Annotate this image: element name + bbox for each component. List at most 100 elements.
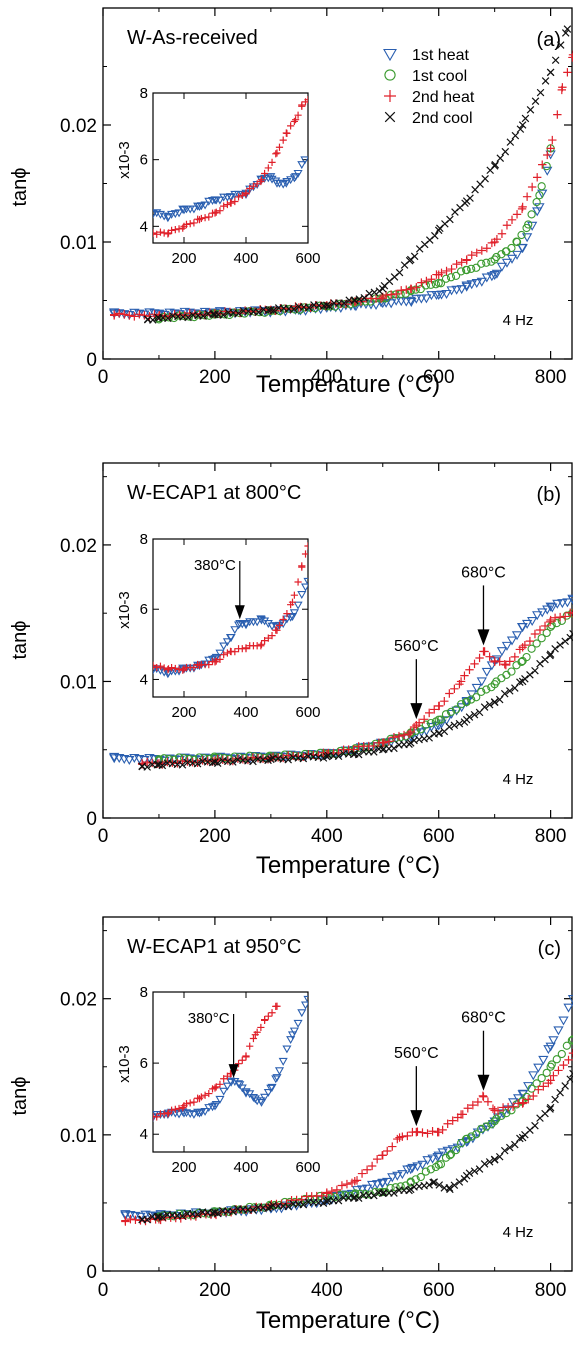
- curve-marker: [120, 310, 129, 319]
- curve-marker: [411, 1175, 420, 1184]
- curve-marker: [389, 733, 399, 742]
- curve-marker: [189, 1110, 199, 1119]
- curve-marker: [278, 1057, 288, 1066]
- curve-marker: [558, 1016, 569, 1026]
- curve-marker: [229, 758, 237, 766]
- curve-marker: [550, 613, 560, 622]
- curve-marker: [381, 290, 391, 300]
- curve-marker: [264, 1204, 272, 1212]
- curve-marker: [501, 147, 510, 156]
- curve-marker: [260, 1093, 270, 1102]
- curve-marker: [460, 671, 469, 680]
- curve-marker: [390, 744, 398, 753]
- curve-marker: [557, 1049, 566, 1059]
- curve-marker: [502, 221, 512, 230]
- curve-marker: [256, 1097, 266, 1106]
- curve-marker: [212, 657, 220, 665]
- curve-marker: [153, 229, 157, 238]
- curve-marker: [393, 1134, 402, 1144]
- curve-marker: [446, 707, 456, 717]
- curve-marker: [451, 285, 462, 295]
- curve-marker: [231, 197, 239, 206]
- curve-marker: [327, 1186, 337, 1196]
- curve-marker: [211, 653, 221, 662]
- curve-marker: [435, 1181, 444, 1189]
- curve-marker: [511, 250, 523, 260]
- curve-marker: [531, 666, 539, 675]
- y-tick-label: 0.02: [60, 116, 97, 137]
- curve-marker: [470, 659, 479, 669]
- curve-marker: [264, 634, 272, 642]
- curve-marker: [396, 1182, 405, 1191]
- curve-marker: [497, 674, 506, 683]
- curve-marker: [522, 652, 531, 662]
- curve-marker: [283, 610, 291, 618]
- curve-marker: [208, 1085, 217, 1093]
- curve-marker: [215, 1095, 225, 1104]
- curve-marker: [246, 184, 254, 193]
- curve-marker: [440, 696, 449, 706]
- curve-marker: [456, 285, 467, 295]
- legend: 1st heat 1st cool 2nd heat 2nd cool: [383, 47, 475, 127]
- y-tick-label: 0: [86, 809, 97, 830]
- curve-marker: [263, 1088, 273, 1097]
- curve-marker: [231, 648, 239, 656]
- curve-marker: [223, 1072, 231, 1080]
- curve-marker: [158, 1213, 167, 1221]
- curve-marker: [407, 284, 416, 294]
- curve-marker: [456, 1138, 466, 1148]
- curve-marker: [294, 578, 302, 586]
- curve-marker: [487, 238, 497, 248]
- data-point: [323, 301, 331, 309]
- data-point: [535, 191, 544, 200]
- curve-marker: [567, 594, 573, 604]
- curve-marker: [234, 1080, 244, 1089]
- curve-marker: [472, 263, 481, 272]
- data-point: [304, 542, 308, 550]
- legend-marker: [383, 48, 397, 62]
- x-tick-label: 400: [311, 367, 343, 388]
- curve-marker: [242, 190, 250, 198]
- curve-marker: [507, 1098, 519, 1108]
- inset-y-axis-title: x10-3: [116, 591, 133, 629]
- x-tick-label: 400: [311, 1280, 343, 1301]
- x-axis-title: Temperature (°C): [256, 852, 440, 879]
- curve-marker: [493, 1106, 503, 1116]
- curve-marker: [222, 638, 232, 647]
- curve-marker: [538, 160, 547, 169]
- curve-marker: [414, 718, 424, 727]
- curve-marker: [526, 671, 534, 679]
- curve-marker: [421, 720, 430, 729]
- data-point: [569, 629, 573, 638]
- curve-marker: [482, 685, 491, 694]
- data-layer: [120, 994, 573, 1226]
- plot-frame: [102, 916, 573, 1272]
- curve-marker: [284, 755, 292, 764]
- curve-marker: [256, 615, 266, 624]
- curve-marker: [249, 1034, 258, 1043]
- curve-marker: [269, 306, 278, 315]
- curve-marker: [470, 1167, 479, 1175]
- curve-marker: [158, 761, 167, 770]
- curve-marker: [530, 629, 540, 639]
- curve-marker: [455, 719, 464, 728]
- series-2nd-cool: [143, 25, 572, 324]
- curve-marker: [372, 1180, 383, 1190]
- curve-marker: [506, 636, 518, 646]
- curve-marker: [487, 1120, 496, 1129]
- curve-marker: [387, 1173, 398, 1183]
- curve-marker: [230, 626, 240, 635]
- curve-marker: [249, 182, 258, 190]
- curve-marker: [436, 290, 447, 300]
- curve-marker: [319, 1199, 328, 1207]
- curve-marker: [512, 237, 521, 246]
- curve-marker: [453, 1113, 462, 1122]
- curve-marker: [535, 625, 545, 635]
- inset-plot: 200 400 600 4 6 8 x10-3 380°C: [116, 984, 321, 1176]
- curve-marker: [361, 1184, 373, 1194]
- curve-marker: [405, 1186, 413, 1195]
- curve-marker: [488, 1104, 498, 1113]
- curve-marker: [532, 173, 542, 182]
- frequency-label: 4 Hz: [503, 312, 534, 329]
- curve-marker: [558, 83, 567, 92]
